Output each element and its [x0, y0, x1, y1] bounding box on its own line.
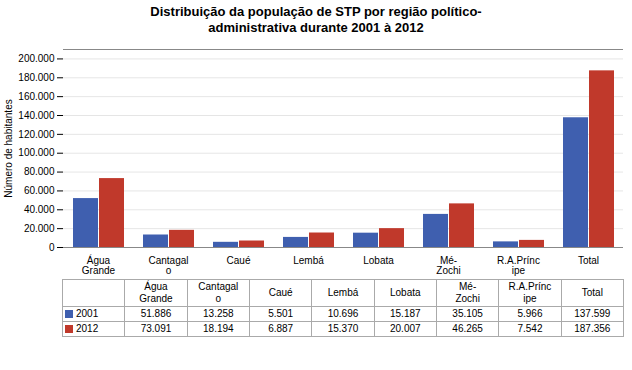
svg-text:180.000: 180.000 — [18, 71, 55, 82]
svg-text:Lembá: Lembá — [293, 254, 324, 265]
html-text:10.696: 10.696 — [327, 307, 359, 319]
svg-text:Caué: Caué — [227, 254, 251, 265]
svg-text:Cantagalo: Cantagalo — [148, 254, 188, 275]
html-text:46.265: 46.265 — [452, 322, 483, 334]
html-text:Cantagal o: Cantagal o — [198, 280, 239, 304]
svg-text:Mé-Zochi: Mé-Zochi — [436, 254, 460, 275]
svg-text:R.A.Príncipe: R.A.Príncipe — [497, 254, 540, 275]
html-text:2012: 2012 — [76, 322, 99, 334]
html-text:Lobata: Lobata — [390, 286, 421, 298]
html-text:20.007: 20.007 — [390, 322, 421, 334]
html-text:15.370: 15.370 — [327, 322, 359, 334]
svg-text:60.000: 60.000 — [24, 185, 55, 196]
svg-text:120.000: 120.000 — [18, 128, 55, 139]
html-text:18.194: 18.194 — [203, 322, 234, 334]
svg-text:Lobata: Lobata — [363, 254, 394, 265]
html-text:15.187: 15.187 — [390, 307, 421, 319]
html-text:R.A.Prínc ipe: R.A.Prínc ipe — [508, 280, 552, 304]
svg-text:100.000: 100.000 — [18, 147, 55, 158]
html-text:5.501: 5.501 — [268, 307, 294, 319]
html-text:5.966: 5.966 — [517, 307, 543, 319]
svg-text:20.000: 20.000 — [24, 222, 55, 233]
svg-text:Número de habitantes: Número de habitantes — [3, 99, 14, 197]
svg-text:0: 0 — [49, 241, 55, 252]
html-text:2001: 2001 — [76, 307, 99, 319]
svg-text:160.000: 160.000 — [18, 90, 55, 101]
html-text:Total: Total — [581, 286, 603, 298]
svg-text:ÁguaGrande: ÁguaGrande — [82, 253, 116, 275]
html-text:Lembá: Lembá — [327, 286, 359, 298]
svg-text:80.000: 80.000 — [24, 166, 55, 177]
html-text:73.091: 73.091 — [140, 322, 172, 334]
svg-text:Total: Total — [578, 254, 599, 265]
html-text:13.258: 13.258 — [203, 307, 234, 319]
html-text:Mé- Zochi: Mé- Zochi — [455, 280, 480, 304]
html-text:6.887: 6.887 — [268, 322, 294, 334]
html-text:Água Grande: Água Grande — [139, 280, 173, 304]
html-text:187.356: 187.356 — [574, 322, 611, 334]
html-text:Caué: Caué — [268, 286, 293, 298]
html-text:7.542: 7.542 — [517, 322, 543, 334]
html-text:51.886: 51.886 — [140, 307, 172, 319]
svg-text:40.000: 40.000 — [24, 203, 55, 214]
html-text:35.105: 35.105 — [452, 307, 483, 319]
svg-text:140.000: 140.000 — [18, 109, 55, 120]
html-text:Distribuição da população de S: Distribuição da população de STP por reg… — [150, 4, 482, 36]
html-text:137.599: 137.599 — [574, 307, 611, 319]
svg-text:200.000: 200.000 — [18, 53, 55, 64]
